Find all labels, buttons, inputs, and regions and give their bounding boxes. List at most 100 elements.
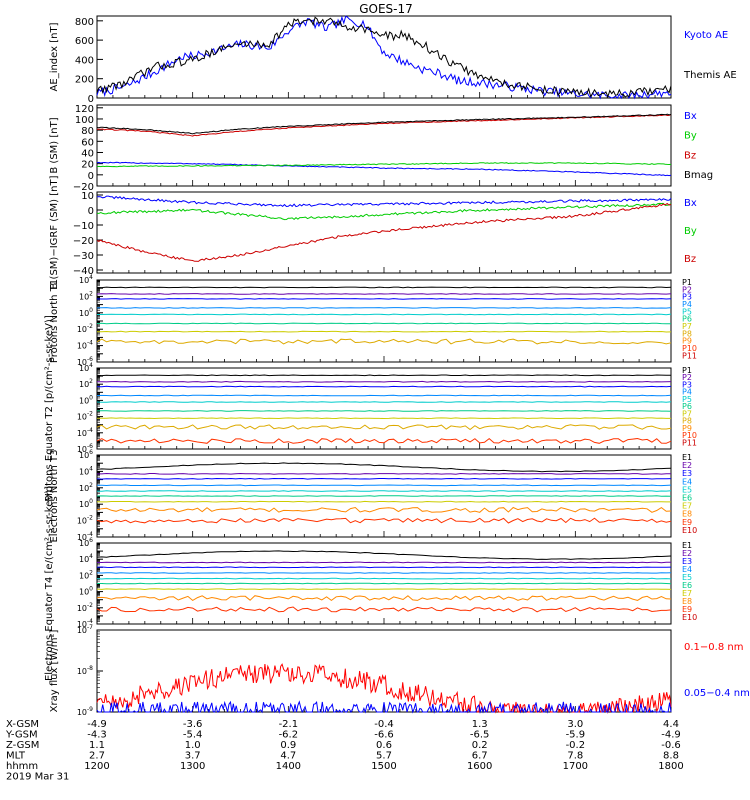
legend-entry-p10: P10 bbox=[682, 344, 697, 353]
panel-5: Protons Equator T2 [p/(cm²-s-sr-keV)] 10-… bbox=[44, 315, 697, 502]
legend-entry-e10: E10 bbox=[682, 613, 697, 622]
legend-entry-p7: P7 bbox=[682, 409, 692, 418]
series-line-p5 bbox=[96, 401, 672, 403]
ephemeris-value: -4.3 bbox=[87, 730, 107, 741]
ephemeris-value: 0.9 bbox=[280, 740, 296, 751]
series-line-p4 bbox=[96, 307, 672, 309]
y-tick-label: 600 bbox=[75, 36, 94, 47]
y-tick-label: 106 bbox=[79, 537, 93, 548]
figure-title: GOES-17 bbox=[359, 2, 413, 16]
legend-entry-p6: P6 bbox=[682, 402, 692, 411]
panel-frame bbox=[96, 15, 672, 99]
series-line-p2 bbox=[96, 380, 672, 383]
series-line-p1 bbox=[96, 286, 672, 289]
y-tick-label: 10-8 bbox=[77, 665, 93, 676]
series-line-e4 bbox=[97, 484, 672, 487]
legend-entry-kyoto-ae: Kyoto AE bbox=[684, 30, 728, 41]
ephemeris-value: 0.2 bbox=[472, 740, 488, 751]
y-tick-label: 102 bbox=[79, 378, 93, 389]
ephemeris-value: 1700 bbox=[563, 761, 588, 772]
panel-frame bbox=[96, 367, 672, 450]
legend-entry-p4: P4 bbox=[682, 300, 692, 309]
legend-entry-e7: E7 bbox=[682, 502, 692, 511]
series-line-e9 bbox=[96, 606, 672, 613]
ephemeris-value: -6.2 bbox=[279, 730, 299, 741]
y-tick-label: 102 bbox=[79, 569, 93, 580]
y-tick-label: 10-4 bbox=[77, 531, 93, 542]
panel-4: Protons North T1 10-610-410-2100102104P1P… bbox=[49, 274, 697, 367]
y-tick-label: −10 bbox=[73, 221, 94, 232]
series-line-e3 bbox=[96, 477, 672, 480]
series-line-by bbox=[97, 202, 672, 221]
panel-ylabel: B (SM)−IGRF (SM) [nT] bbox=[49, 175, 60, 289]
y-tick-label: 10-2 bbox=[77, 323, 93, 334]
ephemeris-value: 3.0 bbox=[567, 719, 583, 730]
series-line-e8 bbox=[96, 595, 672, 602]
ephemeris-value: -6.5 bbox=[470, 730, 490, 741]
ephemeris-value: 1.1 bbox=[89, 740, 105, 751]
series-line-p8 bbox=[96, 338, 672, 345]
legend-entry-p1: P1 bbox=[682, 366, 692, 375]
ephemeris-row-label: Y-GSM bbox=[5, 730, 38, 741]
y-tick-label: 102 bbox=[79, 290, 93, 301]
series-line-e2 bbox=[97, 472, 672, 475]
ephemeris-value: -0.2 bbox=[566, 740, 586, 751]
series-line-p2 bbox=[96, 293, 672, 295]
legend-entry-p3: P3 bbox=[682, 293, 692, 302]
legend-entry-p6: P6 bbox=[682, 315, 692, 324]
y-tick-label: 104 bbox=[79, 274, 93, 285]
series-line-p8 bbox=[96, 424, 672, 431]
y-tick-label: 104 bbox=[79, 553, 93, 564]
legend-entry-e8: E8 bbox=[682, 597, 692, 606]
series-line-e8 bbox=[96, 506, 672, 513]
y-tick-label: 106 bbox=[79, 449, 93, 460]
legend-entry-p10: P10 bbox=[682, 431, 697, 440]
y-tick-label: 100 bbox=[79, 586, 93, 597]
ephemeris-value: -5.4 bbox=[183, 730, 203, 741]
y-tick-label: 10-4 bbox=[77, 427, 93, 438]
ephemeris-value: -0.4 bbox=[374, 719, 394, 730]
y-tick-label: 10-7 bbox=[77, 624, 93, 635]
legend-entry-p5: P5 bbox=[682, 395, 692, 404]
y-tick-label: −30 bbox=[73, 251, 94, 262]
y-tick-label: 10 bbox=[81, 191, 94, 202]
series-line-p6 bbox=[96, 322, 672, 325]
legend-entry-p9: P9 bbox=[682, 424, 692, 433]
y-tick-label: 100 bbox=[79, 498, 93, 509]
ephemeris-row-label: Z-GSM bbox=[6, 740, 39, 751]
ephemeris-value: 1600 bbox=[467, 761, 492, 772]
legend-entry-by: By bbox=[684, 131, 697, 142]
ephemeris-value: 4.7 bbox=[280, 751, 296, 762]
y-tick-label: 80 bbox=[81, 126, 94, 137]
y-tick-label: −20 bbox=[73, 182, 94, 193]
y-tick-label: 60 bbox=[81, 137, 94, 148]
y-tick-label: −40 bbox=[73, 266, 94, 277]
legend-entry-p5: P5 bbox=[682, 307, 692, 316]
panel-7: Electrons Equator T4 [e/(cm²-s-sr-keV)] 1… bbox=[44, 486, 697, 681]
series-line-e4 bbox=[96, 572, 672, 574]
series-line-bx bbox=[96, 161, 672, 177]
y-tick-label: 10-2 bbox=[77, 515, 93, 526]
legend-entry-bz: Bz bbox=[684, 254, 696, 265]
y-tick-label: 100 bbox=[75, 115, 94, 126]
legend-entry-e9: E9 bbox=[682, 518, 692, 527]
y-tick-label: 0 bbox=[88, 206, 94, 217]
series-line-p7 bbox=[96, 417, 671, 420]
y-tick-label: 10-4 bbox=[77, 618, 93, 629]
y-tick-label: 10-4 bbox=[77, 340, 93, 351]
series-line-bz bbox=[96, 202, 672, 262]
y-tick-label: 10-9 bbox=[77, 706, 93, 717]
panel-frame bbox=[96, 629, 672, 713]
ephemeris-value: 1.0 bbox=[185, 740, 201, 751]
series-line-bx bbox=[96, 195, 672, 208]
series-line-e5 bbox=[96, 490, 672, 492]
legend-entry-bx: Bx bbox=[684, 198, 697, 209]
series-line-p7 bbox=[97, 330, 672, 333]
panel-ylabel: AE_index [nT] bbox=[49, 22, 60, 91]
y-tick-label: 40 bbox=[81, 148, 94, 159]
legend-entry-p4: P4 bbox=[682, 388, 692, 397]
ephemeris-row-label: hhmm bbox=[6, 761, 38, 772]
y-tick-label: 104 bbox=[79, 362, 93, 373]
date-label: 2019 Mar 31 bbox=[6, 772, 69, 783]
